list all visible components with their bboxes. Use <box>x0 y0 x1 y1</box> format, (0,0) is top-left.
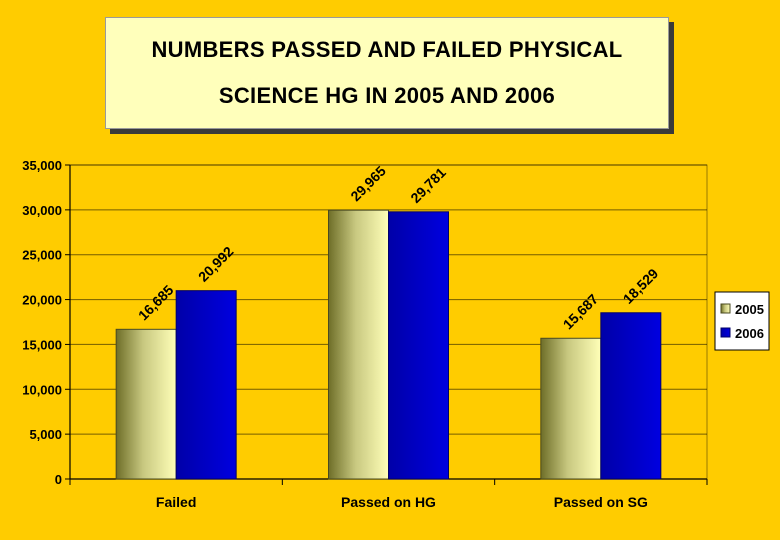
data-label: 15,687 <box>560 291 602 333</box>
data-label: 20,992 <box>195 243 237 285</box>
data-label: 29,965 <box>347 163 389 205</box>
data-label: 18,529 <box>620 265 662 307</box>
legend-label-2006: 2006 <box>735 326 764 341</box>
chart-title-line-1: NUMBERS PASSED AND FAILED PHYSICAL <box>151 37 623 62</box>
y-tick-label: 0 <box>55 472 62 487</box>
y-tick-label: 25,000 <box>22 248 62 263</box>
legend-label-2005: 2005 <box>735 302 764 317</box>
y-tick-label: 5,000 <box>29 427 62 442</box>
legend-swatch-2005 <box>720 303 731 314</box>
legend: 2005 2006 <box>714 291 770 351</box>
chart-title-box: NUMBERS PASSED AND FAILED PHYSICAL SCIEN… <box>105 17 669 129</box>
legend-box <box>714 291 770 351</box>
bar-2005-failed <box>115 328 177 480</box>
bar-2005-passed-on-hg <box>328 209 389 480</box>
bar-2006-passed-on-hg <box>388 211 449 480</box>
bar-2006-passed-on-sg <box>600 312 662 480</box>
bar-2006-failed <box>175 290 237 480</box>
plot-area: 0 5,000 10,000 15,000 20,000 25,000 30,000 35,0… <box>22 158 708 510</box>
chart-title-line-2: SCIENCE HG IN 2005 AND 2006 <box>218 83 556 108</box>
legend-swatch-2006 <box>720 327 731 338</box>
y-tick-label: 15,000 <box>22 337 62 352</box>
y-tick-label: 20,000 <box>22 293 62 308</box>
x-category-label: Failed <box>156 494 196 510</box>
bar-2005-passed-on-sg <box>540 337 602 480</box>
x-category-label: Passed on HG <box>341 494 436 510</box>
y-tick-label: 10,000 <box>22 382 62 397</box>
data-label: 16,685 <box>135 282 177 324</box>
data-label: 29,781 <box>407 164 449 206</box>
x-category-label: Passed on SG <box>554 494 648 510</box>
y-tick-label: 35,000 <box>22 158 62 173</box>
y-tick-label: 30,000 <box>22 203 62 218</box>
